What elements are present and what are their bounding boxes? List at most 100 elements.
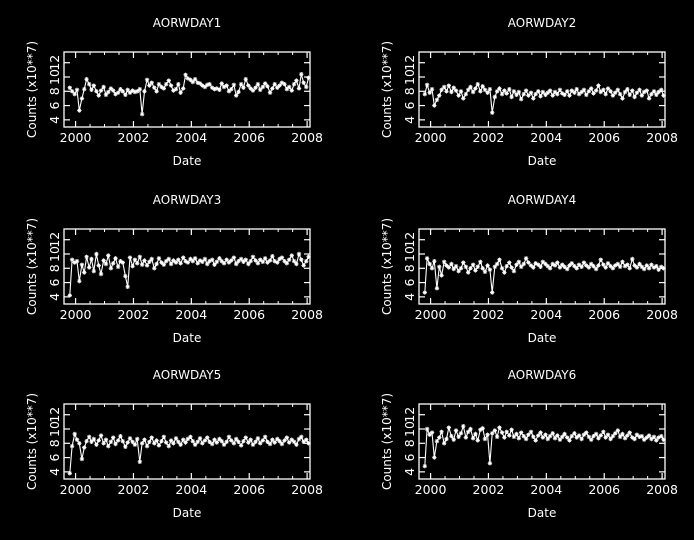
data-point-marker [250, 88, 256, 93]
data-point-marker [492, 94, 498, 100]
data-point-marker [451, 266, 456, 272]
data-point-marker [538, 264, 543, 270]
data-point-marker [289, 253, 294, 258]
data-point-marker [101, 84, 106, 90]
data-point-marker [275, 436, 280, 442]
data-point-marker [523, 436, 529, 442]
data-point-marker [301, 80, 306, 85]
data-point-marker [190, 258, 195, 264]
data-point-marker [284, 261, 290, 266]
data-point-marker [108, 86, 114, 91]
data-point-marker [661, 437, 666, 442]
data-point-marker [127, 90, 133, 95]
data-point-marker [176, 257, 181, 262]
data-point-marker [480, 266, 485, 271]
data-point-marker [214, 86, 220, 91]
data-point-marker [625, 433, 630, 438]
data-point-marker [86, 81, 92, 87]
data-point-marker [499, 266, 505, 271]
x-tick-label: 2008 [646, 130, 678, 145]
data-point-marker [458, 89, 464, 94]
data-point-marker [147, 259, 152, 265]
data-point-marker [526, 93, 531, 98]
y-axis-label: Counts (x10**7) [380, 393, 394, 490]
data-point-marker [260, 84, 266, 90]
data-point-marker [202, 84, 208, 90]
data-point-marker [591, 263, 596, 269]
data-point-marker [212, 86, 217, 92]
data-point-marker [499, 430, 505, 435]
x-tick-label: 2002 [118, 482, 150, 497]
data-point-marker [439, 429, 444, 435]
data-point-marker [181, 255, 186, 260]
data-point-marker [98, 271, 104, 277]
data-point-marker [108, 439, 114, 445]
data-point-marker [586, 265, 592, 270]
plot-frame [63, 403, 311, 480]
y-tick-label: 4 [47, 468, 62, 476]
data-point-marker [82, 270, 87, 275]
y-tick-label: 6 [402, 279, 417, 287]
data-point-marker [458, 266, 464, 271]
data-point-marker [286, 257, 292, 262]
data-point-marker [156, 443, 162, 448]
data-point-marker [221, 84, 227, 90]
data-point-marker [449, 89, 454, 95]
data-point-marker [453, 428, 459, 433]
data-point-marker [518, 96, 524, 102]
data-point-marker [262, 81, 268, 86]
data-point-marker [195, 80, 200, 85]
data-point-marker [593, 88, 599, 93]
data-point-marker [197, 258, 203, 263]
data-point-marker [205, 435, 210, 440]
data-point-marker [279, 255, 285, 260]
data-point-marker [96, 93, 101, 98]
x-tick-label: 2004 [530, 307, 562, 322]
data-point-marker [69, 443, 75, 449]
data-point-marker [238, 443, 244, 448]
data-point-marker [615, 87, 621, 93]
data-point-marker [644, 435, 649, 440]
x-tick-label: 2008 [646, 307, 678, 322]
data-point-marker [123, 92, 128, 98]
data-point-marker [480, 426, 485, 431]
data-point-marker [545, 263, 550, 269]
data-point-marker [74, 258, 80, 264]
data-point-marker [656, 267, 661, 272]
data-point-marker [306, 254, 311, 260]
data-point-marker [574, 435, 579, 440]
data-point-marker [231, 82, 237, 88]
data-point-marker [458, 431, 464, 436]
data-point-marker [569, 261, 575, 266]
data-point-marker [487, 267, 493, 272]
data-point-marker [427, 90, 432, 95]
y-tick-label: 4 [47, 116, 62, 124]
y-tick-label: 6 [47, 279, 62, 287]
data-point-marker [183, 440, 188, 445]
data-point-marker [446, 265, 452, 270]
data-point-marker [475, 81, 480, 87]
data-point-marker [615, 261, 621, 267]
data-point-marker [475, 264, 480, 270]
data-point-marker [130, 88, 135, 93]
data-point-marker [190, 79, 195, 85]
panel-title: AORWDAY6 [508, 368, 576, 382]
panel-title: AORWDAY5 [153, 368, 221, 382]
data-point-marker [514, 92, 519, 98]
data-point-marker [98, 88, 104, 93]
data-point-marker [190, 438, 195, 444]
data-point-marker [77, 108, 82, 113]
data-point-marker [432, 103, 437, 108]
data-point-marker [641, 437, 647, 442]
data-point-marker [630, 256, 635, 262]
data-point-marker [299, 434, 304, 440]
y-tick-label: 4 [47, 293, 62, 301]
data-point-marker [306, 441, 311, 446]
data-point-marker [181, 437, 186, 442]
data-point-marker [432, 455, 437, 460]
data-point-marker [299, 71, 304, 77]
data-point-marker [521, 261, 526, 267]
data-point-marker [538, 430, 543, 435]
data-point-marker [284, 86, 290, 92]
data-point-marker [437, 435, 442, 440]
